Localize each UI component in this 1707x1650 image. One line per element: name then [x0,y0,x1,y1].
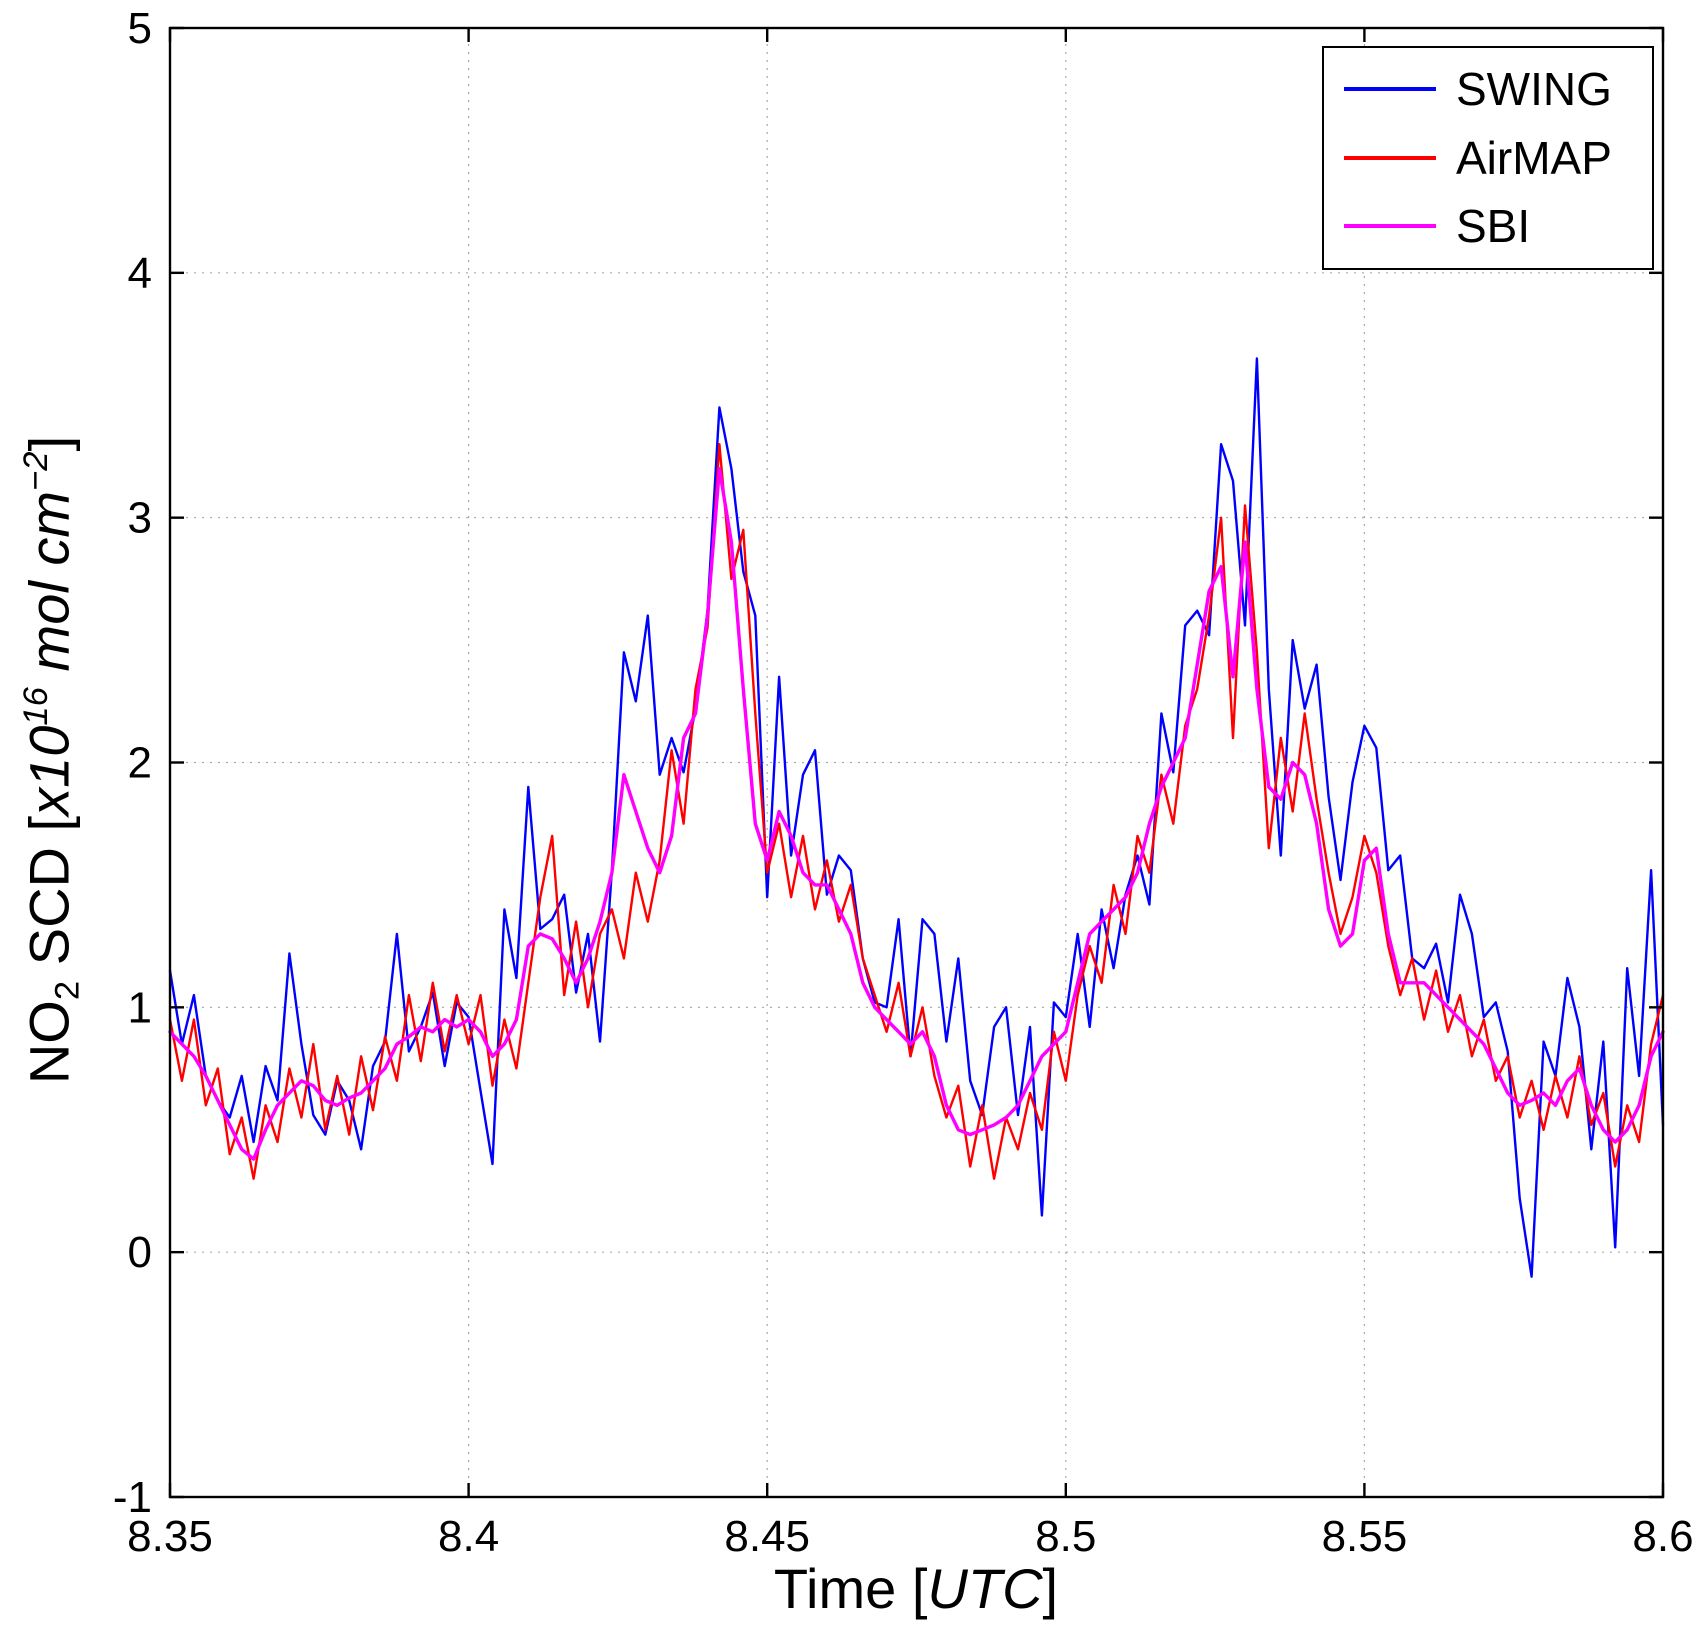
y-axis-label-unit: mol cm [17,491,81,687]
svg-text:8.55: 8.55 [1322,1512,1408,1561]
y-axis-label-exp2: −2 [16,451,55,491]
legend-item-swing: SWING [1344,64,1632,115]
svg-text:0: 0 [128,1228,152,1277]
legend-line-swing [1344,87,1436,92]
legend-label-airmap: AirMAP [1456,131,1612,184]
svg-text:8.5: 8.5 [1035,1512,1096,1561]
svg-text:8.35: 8.35 [127,1512,213,1561]
legend-item-sbi: SBI [1344,201,1632,252]
legend: SWING AirMAP SBI [1322,46,1654,270]
svg-text:1: 1 [128,983,152,1032]
y-axis-label-exp: 16 [16,687,55,726]
svg-text:3: 3 [128,494,152,543]
y-axis-label-sub: 2 [48,980,87,1001]
y-axis-label-x10: x10 [17,725,81,816]
x-axis-label-pre: Time [ [773,1557,928,1620]
y-axis-label-scd: SCD [ [17,815,81,981]
legend-line-sbi [1344,224,1436,229]
y-axis-label-base: NO [17,1000,81,1085]
legend-line-airmap [1344,155,1436,160]
svg-text:8.6: 8.6 [1632,1512,1693,1561]
legend-label-swing: SWING [1456,63,1612,115]
legend-label-sbi: SBI [1456,200,1531,253]
x-axis-label-italic: UTC [927,1557,1043,1620]
svg-text:5: 5 [128,4,152,53]
legend-item-airmap: AirMAP [1344,131,1632,184]
svg-text:-1: -1 [113,1473,152,1522]
svg-text:8.45: 8.45 [724,1512,810,1561]
svg-text:2: 2 [128,739,152,788]
svg-text:8.4: 8.4 [438,1512,499,1561]
y-axis-label: NO2 SCD [x1016 mol cm−2] [16,436,87,1084]
x-axis-label-post: ] [1042,1557,1059,1620]
y-axis-label-close: ] [17,435,81,452]
x-axis-label: Time [UTC] [774,1556,1058,1621]
svg-text:4: 4 [128,249,152,298]
